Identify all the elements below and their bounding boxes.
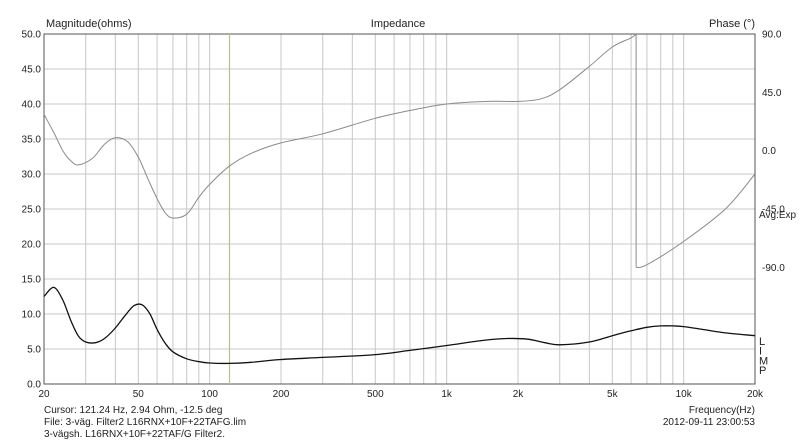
- phase-curve: [43, 33, 756, 268]
- y-left-tick-label: 5.0: [27, 345, 41, 356]
- y-right-tick-label: 45.0: [762, 88, 782, 99]
- side-letter: L: [759, 336, 765, 348]
- y-left-tick-label: 20.0: [22, 240, 42, 251]
- side-letter: P: [759, 365, 766, 377]
- cursor-readout: Cursor: 121.24 Hz, 2.94 Ohm, -12.5 deg: [44, 405, 222, 416]
- avg-label: Avg:Exp: [759, 210, 796, 221]
- side-letter: I: [759, 346, 762, 358]
- x-tick-label: 200: [273, 389, 290, 400]
- y-left-axis-label: Magnitude(ohms): [46, 18, 132, 30]
- x-tick-label: 2k: [513, 389, 525, 400]
- x-tick-label: 1k: [441, 389, 453, 400]
- x-tick-labels: 20 50 100 200 500 1k 2k 5k 10k 20k: [38, 389, 764, 400]
- y-left-tick-label: 50.0: [22, 30, 42, 41]
- description: 3-vägsh. L16RNX+10F+22TAF/G Filter2.: [44, 429, 225, 440]
- chart-title: Impedance: [371, 18, 425, 30]
- x-tick-label: 20k: [747, 389, 764, 400]
- x-axis-label: Frequency(Hz): [689, 405, 755, 416]
- y-right-axis-label: Phase (°): [709, 18, 755, 30]
- x-tick-label: 50: [133, 389, 145, 400]
- x-tick-label: 500: [367, 389, 384, 400]
- y-left-tick-label: 0.0: [27, 380, 41, 391]
- side-letter: M: [759, 355, 768, 367]
- y-right-tick-label: -45.0: [762, 205, 785, 216]
- y-right-tick-label: 0.0: [762, 146, 776, 157]
- x-tick-label: 20: [38, 389, 50, 400]
- timestamp: 2012-09-11 23:00:53: [663, 417, 756, 428]
- y-right-tick-label: 90.0: [762, 30, 782, 41]
- y-left-tick-label: 35.0: [22, 135, 42, 146]
- x-tick-label: 10k: [676, 389, 693, 400]
- y-left-tick-label: 10.0: [22, 310, 42, 321]
- y-left-tick-label: 25.0: [22, 205, 42, 216]
- plot-frame: [43, 33, 756, 385]
- y-left-tick-label: 15.0: [22, 275, 42, 286]
- y-left-tick-label: 30.0: [22, 170, 42, 181]
- y-right-tick-labels: 90.0 45.0 0.0 -45.0 -90.0: [762, 30, 785, 274]
- y-left-tick-labels: 0.0 5.0 10.0 15.0 20.0 25.0 30.0 35.0 40.0 45.0 50…: [22, 30, 42, 391]
- y-left-tick-label: 45.0: [22, 65, 42, 76]
- grid-lines: [44, 34, 755, 384]
- x-tick-label: 100: [201, 389, 218, 400]
- x-tick-label: 5k: [607, 389, 619, 400]
- y-left-tick-label: 40.0: [22, 100, 42, 111]
- magnitude-curve: [43, 286, 756, 365]
- y-right-tick-label: -90.0: [762, 263, 785, 274]
- file-name: File: 3-väg. Filter2 L16RNX+10F+22TAFG.l…: [44, 417, 246, 428]
